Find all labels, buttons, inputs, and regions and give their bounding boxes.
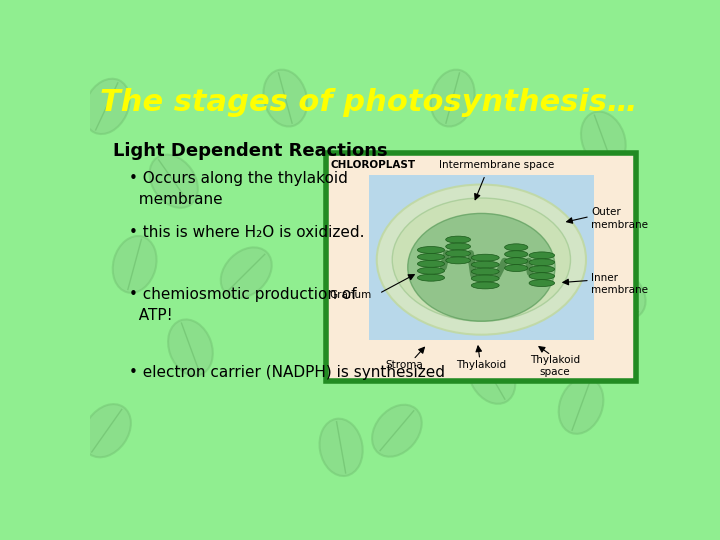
Ellipse shape (418, 260, 444, 267)
Ellipse shape (505, 244, 528, 251)
Ellipse shape (221, 247, 271, 298)
Text: • chemiosmotic production of
  ATP!: • chemiosmotic production of ATP! (129, 287, 356, 322)
Ellipse shape (505, 251, 528, 258)
Text: Outer
membrane: Outer membrane (591, 207, 649, 230)
Ellipse shape (524, 195, 571, 250)
Ellipse shape (418, 247, 444, 253)
Ellipse shape (472, 254, 499, 261)
Ellipse shape (472, 275, 499, 282)
Ellipse shape (559, 377, 603, 434)
Text: Thylakoid
space: Thylakoid space (530, 355, 580, 377)
Text: Thylakoid: Thylakoid (456, 360, 506, 370)
Text: Inner
membrane: Inner membrane (591, 273, 649, 295)
Ellipse shape (505, 258, 528, 265)
Ellipse shape (377, 185, 586, 335)
Ellipse shape (264, 70, 307, 126)
Ellipse shape (472, 268, 499, 275)
Ellipse shape (468, 349, 516, 404)
Bar (369, 175, 594, 340)
Text: Intermembrane space: Intermembrane space (438, 159, 554, 170)
Ellipse shape (418, 267, 444, 274)
Text: The stages of photosynthesis…: The stages of photosynthesis… (100, 88, 638, 117)
Ellipse shape (446, 236, 471, 243)
Ellipse shape (529, 280, 554, 287)
Text: Stroma: Stroma (385, 360, 423, 370)
Ellipse shape (529, 252, 554, 259)
Ellipse shape (418, 274, 444, 281)
Ellipse shape (446, 257, 471, 264)
Ellipse shape (431, 70, 474, 126)
Ellipse shape (320, 418, 363, 476)
Text: • electron carrier (NADPH) is synthesized: • electron carrier (NADPH) is synthesize… (129, 365, 445, 380)
Ellipse shape (505, 265, 528, 272)
Text: Granum: Granum (329, 291, 372, 300)
Ellipse shape (113, 236, 156, 293)
Text: CHLOROPLAST: CHLOROPLAST (330, 159, 415, 170)
Ellipse shape (83, 404, 131, 457)
Bar (326, 153, 636, 381)
Ellipse shape (529, 273, 554, 280)
Ellipse shape (446, 243, 471, 250)
Text: Light Dependent Reactions: Light Dependent Reactions (113, 142, 388, 160)
Ellipse shape (168, 320, 213, 376)
Ellipse shape (392, 198, 570, 321)
Ellipse shape (529, 259, 554, 266)
Ellipse shape (418, 253, 444, 260)
Ellipse shape (581, 112, 626, 168)
Text: • Occurs along the thylakoid
  membrane: • Occurs along the thylakoid membrane (129, 171, 348, 207)
Ellipse shape (595, 268, 646, 319)
Text: • this is where H₂O is oxidized.: • this is where H₂O is oxidized. (129, 225, 364, 240)
Ellipse shape (150, 154, 198, 208)
Ellipse shape (408, 213, 555, 321)
Ellipse shape (529, 266, 554, 273)
Ellipse shape (84, 79, 130, 134)
Ellipse shape (446, 250, 471, 257)
Ellipse shape (472, 261, 499, 268)
Ellipse shape (372, 405, 422, 457)
Ellipse shape (472, 282, 499, 289)
